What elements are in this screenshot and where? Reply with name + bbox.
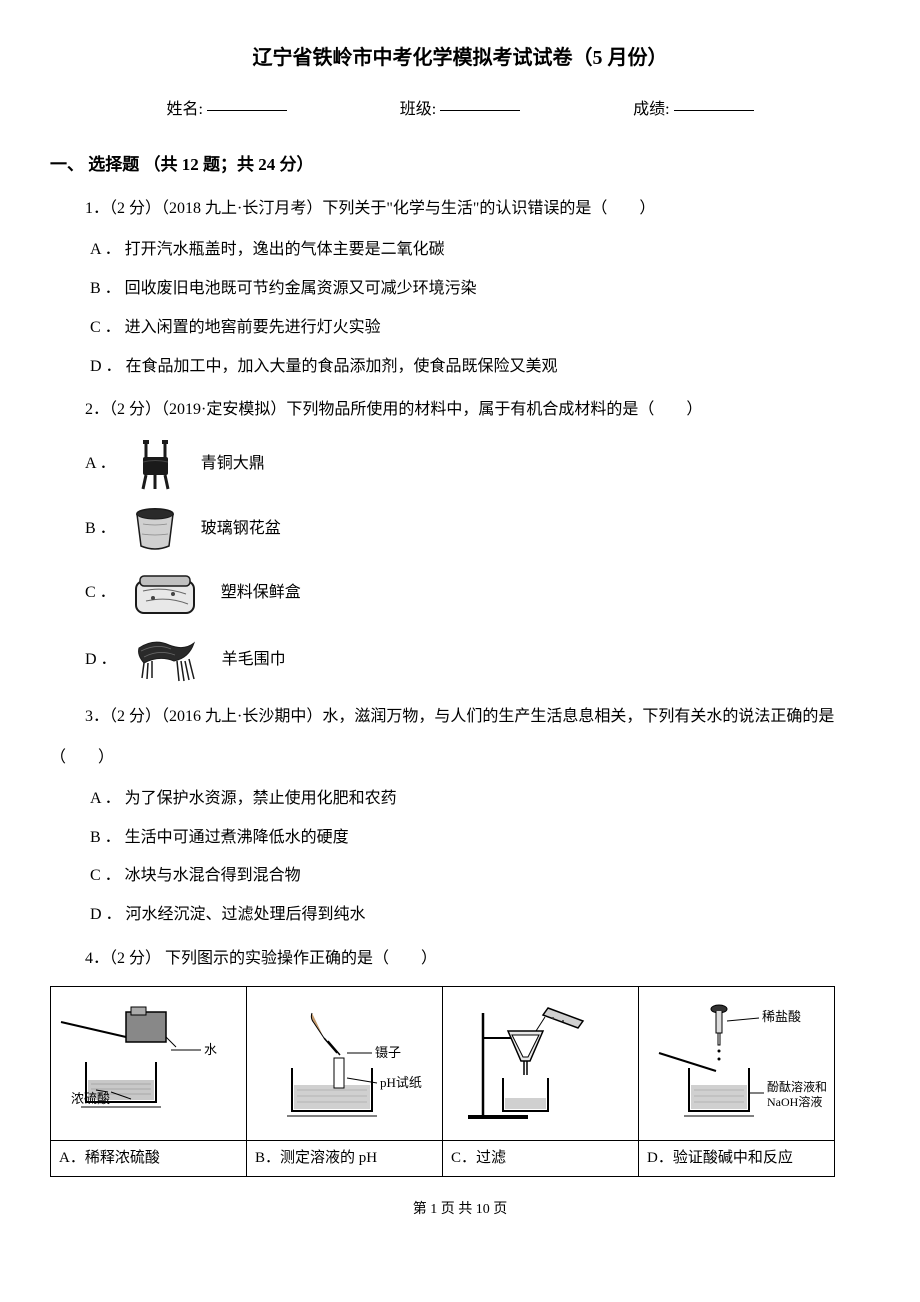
q2-b-label: B ．	[85, 515, 116, 544]
exp-caption-b: B．测定溶液的 pH	[247, 1141, 443, 1177]
question-3: 3．（2 分）（2016 九上·长沙期中）水，滋润万物，与人们的生产生活息息相关…	[50, 703, 870, 930]
tweezers-label: 镊子	[375, 1045, 401, 1060]
conc-acid-label: 浓硫酸	[71, 1087, 256, 1110]
q2-c-text: 塑料保鲜盒	[221, 579, 301, 608]
ph-test-icon: 镊子 pH试纸	[252, 1003, 442, 1123]
exp-caption-c: C．过滤	[443, 1141, 639, 1177]
neutralization-icon: 稀盐酸 酚酞溶液和 NaOH溶液	[644, 1003, 834, 1123]
q1-option-a: A ． 打开汽水瓶盖时，逸出的气体主要是二氧化碳	[85, 236, 870, 265]
q2-option-a: A ． 青铜大鼎	[85, 437, 870, 492]
q2-option-c: C ． 塑料保鲜盒	[85, 566, 870, 621]
exam-title: 辽宁省铁岭市中考化学模拟考试试卷（5 月份）	[50, 40, 870, 76]
wool-scarf-icon	[129, 633, 204, 688]
score-field: 成绩:	[633, 96, 753, 125]
q2-b-text: 玻璃钢花盆	[201, 515, 281, 544]
q1-option-d: D ． 在食品加工中，加入大量的食品添加剂，使食品既保险又美观	[85, 353, 870, 382]
class-field: 班级:	[400, 96, 520, 125]
phenol-label: 酚酞溶液和	[767, 1079, 827, 1094]
q3-option-c: C ． 冰块与水混合得到混合物	[85, 862, 870, 891]
section-1-header: 一、 选择题 （共 12 题；共 24 分）	[50, 150, 870, 181]
score-label: 成绩:	[633, 96, 669, 125]
experiment-table: 水 浓硫酸 镊子	[50, 986, 835, 1177]
question-4: 4．（2 分） 下列图示的实验操作正确的是（ ） 水	[50, 945, 870, 1177]
exp-caption-d: D．验证酸碱中和反应	[639, 1141, 835, 1177]
q3-option-b: B ． 生活中可通过煮沸降低水的硬度	[85, 824, 870, 853]
q2-option-b: B ． 玻璃钢花盆	[85, 504, 870, 554]
fiberglass-pot-icon	[128, 504, 183, 554]
question-2: 2．（2 分）（2019·定安模拟）下列物品所使用的材料中，属于有机合成材料的是…	[50, 396, 870, 688]
exp-cell-d: 稀盐酸 酚酞溶液和 NaOH溶液	[639, 986, 835, 1140]
dilute-hcl-label: 稀盐酸	[762, 1009, 801, 1024]
plastic-box-icon	[128, 566, 203, 621]
filter-icon	[448, 1003, 638, 1123]
naoh-label: NaOH溶液	[767, 1094, 822, 1109]
q3-stem-cont: （ ）	[50, 744, 870, 773]
name-label: 姓名:	[166, 96, 202, 125]
q1-option-b: B ． 回收废旧电池既可节约金属资源又可减少环境污染	[85, 275, 870, 304]
name-field: 姓名:	[166, 96, 286, 125]
score-blank[interactable]	[674, 110, 754, 111]
q3-option-a: A ． 为了保护水资源，禁止使用化肥和农药	[85, 785, 870, 814]
q2-stem: 2．（2 分）（2019·定安模拟）下列物品所使用的材料中，属于有机合成材料的是…	[85, 396, 870, 425]
class-blank[interactable]	[440, 110, 520, 111]
exp-caption-a: A．稀释浓硫酸	[51, 1141, 247, 1177]
q3-option-d: D ． 河水经沉淀、过滤处理后得到纯水	[85, 901, 870, 930]
student-info-row: 姓名: 班级: 成绩:	[50, 96, 870, 125]
q1-stem: 1．（2 分）（2018 九上·长汀月考）下列关于"化学与生活"的认识错误的是（…	[85, 195, 870, 224]
q2-d-text: 羊毛围巾	[222, 646, 286, 675]
q2-a-text: 青铜大鼎	[201, 450, 265, 479]
question-1: 1．（2 分）（2018 九上·长汀月考）下列关于"化学与生活"的认识错误的是（…	[50, 195, 870, 381]
q2-a-label: A ．	[85, 450, 116, 479]
ph-paper-label: pH试纸	[380, 1075, 422, 1090]
exp-cell-a: 水 浓硫酸	[51, 986, 247, 1140]
q1-option-c: C ． 进入闲置的地窖前要先进行灯火实验	[85, 314, 870, 343]
bronze-ding-icon	[128, 437, 183, 492]
water-label: 水	[204, 1042, 217, 1057]
name-blank[interactable]	[207, 110, 287, 111]
q4-stem: 4．（2 分） 下列图示的实验操作正确的是（ ）	[85, 945, 870, 974]
q2-c-label: C ．	[85, 579, 116, 608]
q3-stem: 3．（2 分）（2016 九上·长沙期中）水，滋润万物，与人们的生产生活息息相关…	[85, 703, 870, 732]
q2-d-label: D ．	[85, 646, 117, 675]
page-footer: 第 1 页 共 10 页	[50, 1197, 870, 1222]
q2-option-d: D ． 羊毛围巾	[85, 633, 870, 688]
exp-cell-b: 镊子 pH试纸	[247, 986, 443, 1140]
class-label: 班级:	[400, 96, 436, 125]
exp-cell-c	[443, 986, 639, 1140]
